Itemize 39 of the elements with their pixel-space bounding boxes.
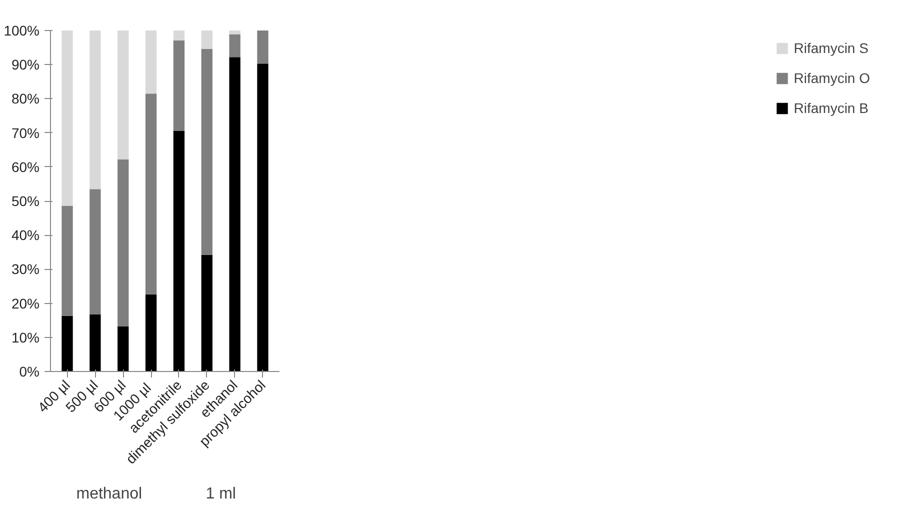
bar xyxy=(257,30,268,64)
y-tick-label: 60% xyxy=(11,158,40,175)
bar xyxy=(257,64,268,372)
y-tick-label: 30% xyxy=(11,261,40,278)
y-tick-label: 10% xyxy=(11,329,40,346)
bar xyxy=(229,34,240,58)
bar xyxy=(90,314,101,372)
bar xyxy=(173,40,185,131)
bar xyxy=(118,159,129,326)
legend-label: Rifamycin B xyxy=(794,100,868,116)
legend-label: Rifamycin S xyxy=(794,40,868,56)
bar xyxy=(173,30,185,40)
bar xyxy=(118,30,129,160)
bar xyxy=(229,57,240,372)
bar xyxy=(229,30,240,34)
bar xyxy=(201,48,212,255)
y-tick-label: 20% xyxy=(11,295,40,312)
y-tick-label: 0% xyxy=(19,364,40,380)
y-tick-label: 90% xyxy=(11,56,40,73)
y-tick-label: 100% xyxy=(4,22,40,38)
y-tick-label: 70% xyxy=(11,124,40,141)
bar xyxy=(201,254,212,372)
bar xyxy=(90,30,101,190)
bar xyxy=(62,30,73,206)
bar xyxy=(118,326,129,372)
bar xyxy=(90,189,101,315)
text: 1 ml xyxy=(206,486,236,502)
bar xyxy=(62,206,73,316)
bar xyxy=(173,130,185,372)
bar xyxy=(201,30,212,49)
bar xyxy=(145,294,157,372)
legend-label: Rifamycin O xyxy=(794,70,870,86)
y-tick-label: 40% xyxy=(11,227,40,244)
y-tick-label: 80% xyxy=(11,90,40,107)
bar xyxy=(145,30,157,94)
text: methanol xyxy=(76,486,142,502)
bar xyxy=(62,316,73,372)
bar xyxy=(145,94,157,294)
y-tick-label: 50% xyxy=(11,193,40,209)
